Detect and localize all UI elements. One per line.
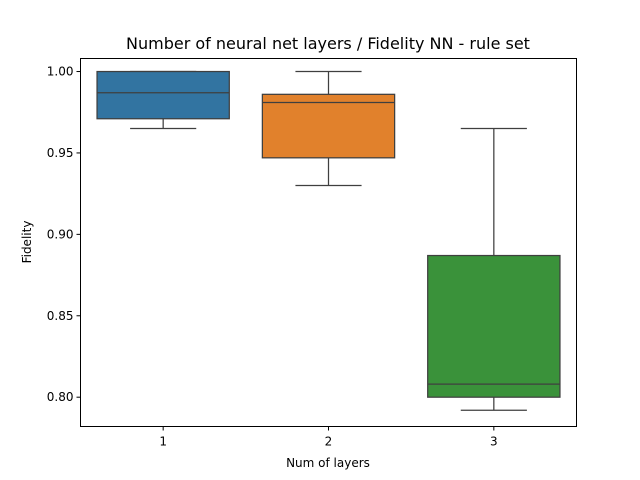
y-tick-label: 0.90: [47, 227, 74, 241]
y-axis-label: Fidelity: [20, 221, 34, 264]
y-tick-label: 0.80: [47, 390, 74, 404]
x-tick-label: 2: [325, 435, 333, 449]
y-tick-label: 0.85: [47, 309, 74, 323]
box-2: [261, 70, 396, 187]
box-iqr: [96, 70, 230, 120]
chart-title: Number of neural net layers / Fidelity N…: [126, 34, 530, 53]
box-group: [96, 70, 561, 411]
box-1: [96, 70, 230, 130]
x-axis-ticks: 1 2 3: [159, 426, 498, 449]
y-tick-label: 1.00: [47, 65, 74, 79]
box-iqr: [261, 93, 396, 159]
box-3: [427, 127, 561, 411]
x-axis-label: Num of layers: [286, 456, 370, 470]
y-axis-ticks: 0.80 0.85 0.90 0.95 1.00: [47, 65, 81, 404]
x-tick-label: 1: [159, 435, 167, 449]
x-tick-label: 3: [490, 435, 498, 449]
box-iqr: [427, 254, 561, 398]
y-tick-label: 0.95: [47, 146, 74, 160]
